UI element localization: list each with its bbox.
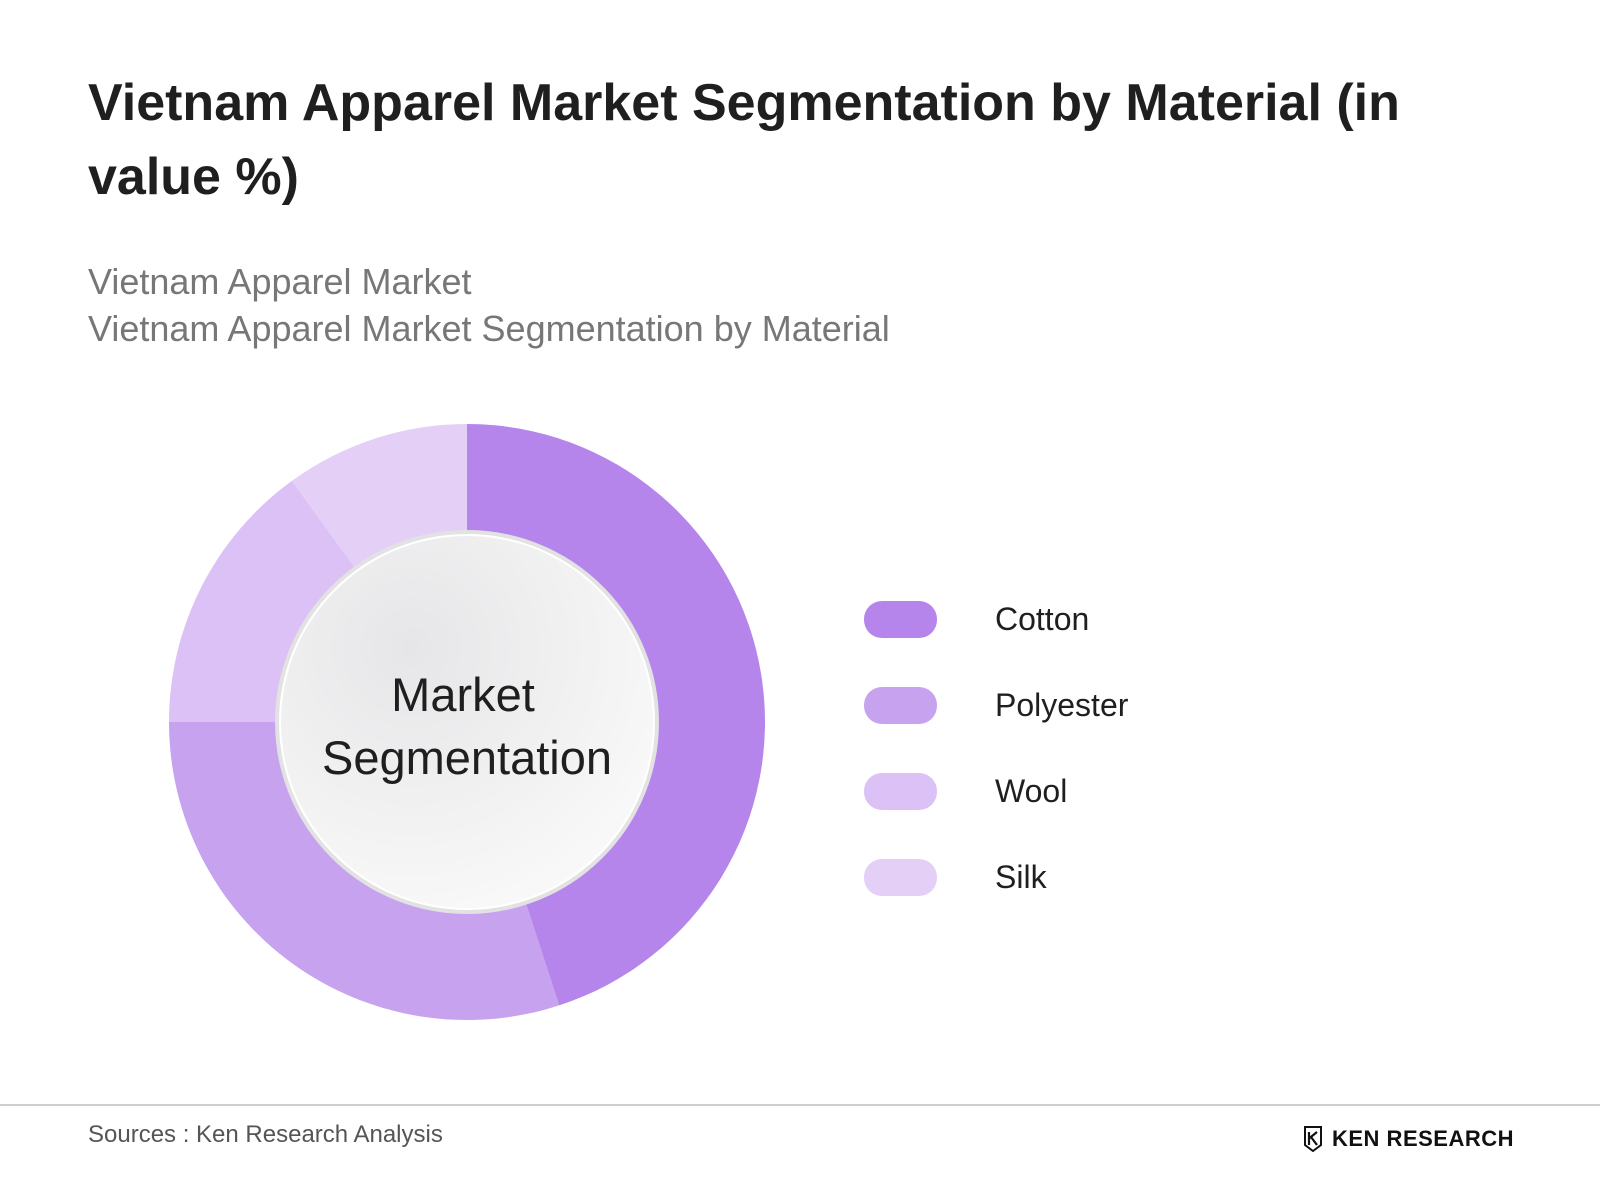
- chart-legend: Cotton Polyester Wool Silk: [864, 600, 1264, 944]
- slice-polyester: [169, 722, 560, 1020]
- center-label-line-2: Segmentation: [322, 731, 612, 784]
- chart-title: Vietnam Apparel Market Segmentation by M…: [88, 74, 1400, 206]
- legend-item-cotton: Cotton: [864, 600, 1264, 638]
- logo-text: KEN RESEARCH: [1332, 1126, 1515, 1151]
- legend-item-polyester: Polyester: [864, 686, 1264, 724]
- legend-label: Wool: [995, 772, 1068, 809]
- legend-swatch: [864, 686, 937, 724]
- legend-item-wool: Wool: [864, 772, 1264, 810]
- slice-wool: [169, 480, 356, 722]
- slice-silk: [291, 424, 467, 569]
- subtitle-line-1: Vietnam Apparel Market: [88, 261, 472, 302]
- source-note: Sources : Ken Research Analysis: [88, 1121, 443, 1148]
- legend-label: Silk: [995, 858, 1047, 895]
- slice-cotton: [467, 424, 765, 1006]
- legend-label: Cotton: [995, 600, 1090, 637]
- legend-label: Polyester: [995, 686, 1129, 723]
- chart-subtitle: Vietnam Apparel Market Vietnam Apparel M…: [88, 258, 1288, 352]
- donut-slices: [169, 424, 765, 1020]
- center-label-line-1: Market: [391, 668, 535, 721]
- legend-swatch: [864, 772, 937, 810]
- legend-swatch: [864, 600, 937, 638]
- subtitle-line-2: Vietnam Apparel Market Segmentation by M…: [88, 308, 890, 349]
- footer-divider: [0, 1104, 1600, 1106]
- donut-center: [281, 536, 653, 908]
- legend-item-silk: Silk: [864, 858, 1264, 896]
- ken-research-logo-icon: [1304, 1126, 1322, 1152]
- legend-swatch: [864, 858, 937, 896]
- ken-research-logo: KEN RESEARCH: [1302, 1124, 1514, 1154]
